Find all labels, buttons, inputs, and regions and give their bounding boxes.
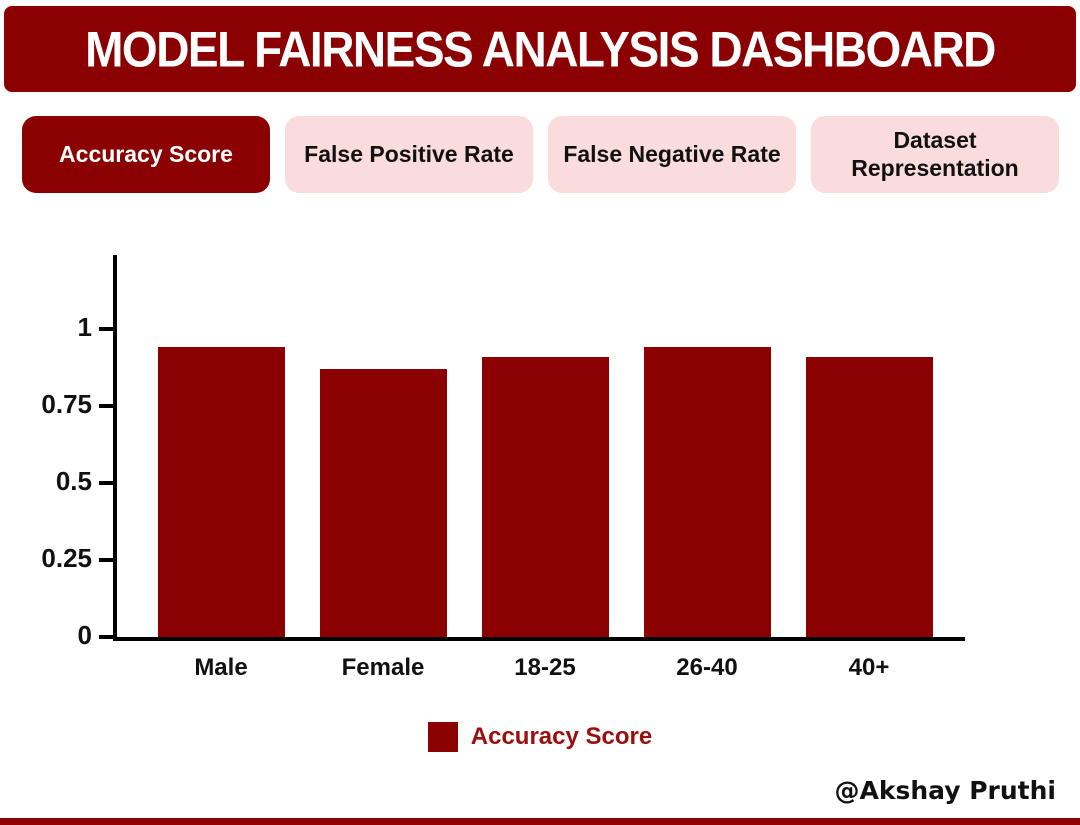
y-axis-tick-label: 1 [77,312,92,342]
bar-26-40 [643,347,771,637]
y-axis-tick [99,404,115,408]
y-axis-tick-label: 0 [77,620,92,650]
y-axis-line [113,255,117,641]
page-title: MODEL FAIRNESS ANALYSIS DASHBOARD [85,20,996,78]
x-axis-label: 40+ [848,654,890,681]
legend-swatch [427,722,458,752]
tab-false-negative-rate[interactable]: False Negative Rate [548,116,796,193]
bar-male [157,347,285,637]
y-axis-tick-label: 0.75 [41,389,92,419]
y-axis-tick-label: 0.25 [41,543,92,573]
footer-accent-strip [0,818,1080,825]
bar-40+ [805,357,933,637]
y-axis-tick-label: 0.5 [55,466,92,496]
y-axis-tick [99,481,115,485]
tab-accuracy-score[interactable]: Accuracy Score [22,116,270,193]
y-axis-tick [99,558,115,562]
x-axis-line [113,637,965,641]
bar-chart: 0 0.25 0.5 0.75 1 Male Female 18-25 26-40 40+ [0,240,1080,720]
y-axis-tick [99,327,115,331]
chart-legend: Accuracy Score [0,722,1080,752]
bar-female [319,369,447,637]
x-axis-label: Male [194,654,248,681]
author-signature: @Akshay Pruthi [834,776,1056,805]
x-axis-label: 26-40 [676,654,738,681]
header-banner: MODEL FAIRNESS ANALYSIS DASHBOARD [4,6,1076,92]
y-axis-tick [99,635,115,639]
tab-dataset-representation[interactable]: Dataset Representation [811,116,1059,193]
x-axis-label: 18-25 [514,654,576,681]
tab-false-positive-rate[interactable]: False Positive Rate [285,116,533,193]
x-axis-label: Female [341,654,425,681]
bar-18-25 [481,357,609,637]
legend-label: Accuracy Score [470,723,653,750]
